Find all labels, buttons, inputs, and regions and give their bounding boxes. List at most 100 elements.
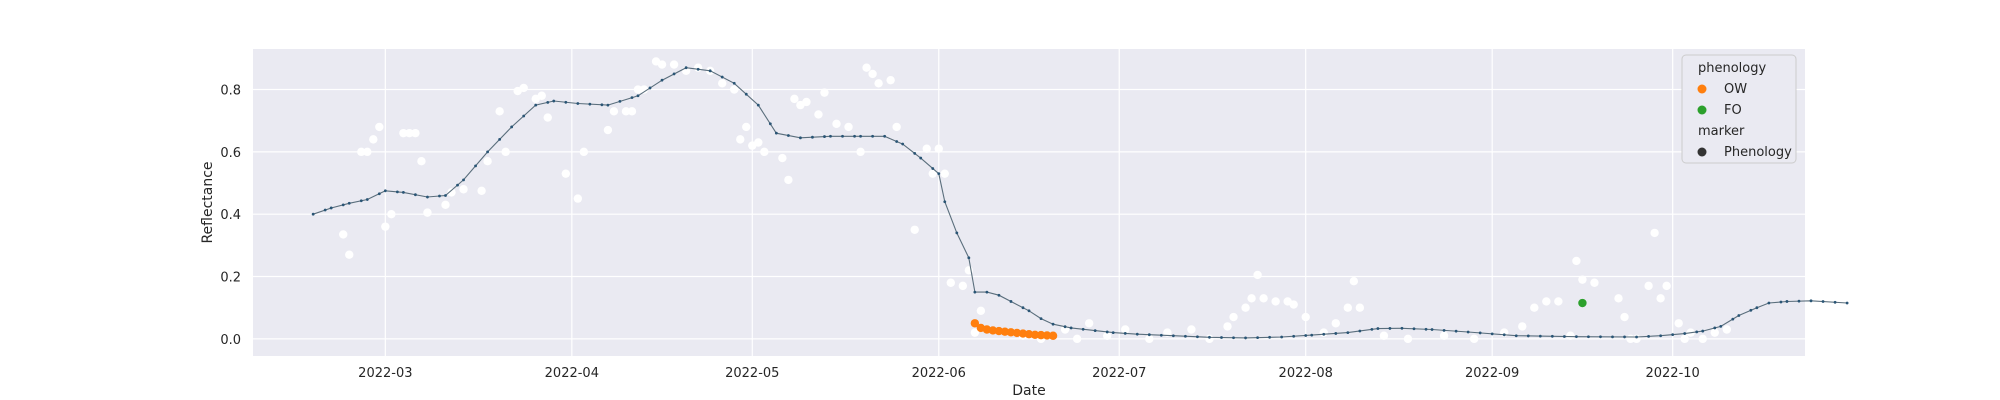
raw-observation-point: [543, 113, 552, 122]
curve-marker: [1454, 329, 1458, 333]
raw-observation-point: [1530, 303, 1539, 312]
raw-observation-point: [345, 250, 354, 259]
raw-observation-point: [1439, 331, 1449, 340]
curve-marker: [1400, 326, 1404, 330]
curve-marker: [1611, 335, 1614, 339]
raw-observation-point: [856, 147, 865, 157]
curve-marker: [1538, 334, 1542, 338]
phenology-point-ow: [1042, 331, 1052, 340]
phenology-point-ow: [1030, 330, 1040, 340]
curve-marker: [1719, 324, 1723, 328]
raw-observation-point: [784, 175, 793, 185]
curve-marker: [600, 103, 604, 107]
y-tick-label: 0.0: [220, 333, 241, 348]
curve-marker: [786, 134, 790, 137]
curve-marker: [311, 212, 315, 216]
raw-observation-point: [1698, 334, 1707, 344]
curve-marker: [552, 99, 556, 103]
legend-marker-fo: [1697, 105, 1707, 115]
curve-marker: [365, 198, 369, 201]
x-tick-label: 2022-09: [1465, 366, 1519, 381]
curve-marker: [1027, 309, 1031, 313]
curve-marker: [684, 66, 688, 70]
curve-marker: [1514, 334, 1518, 338]
curve-marker: [1767, 301, 1771, 305]
curve-marker: [1147, 333, 1151, 337]
raw-observation-point: [778, 153, 787, 163]
curve-marker: [660, 78, 664, 82]
curve-marker: [1039, 317, 1043, 320]
curve-marker: [973, 290, 977, 294]
curve-marker: [1256, 336, 1259, 340]
curve-marker: [1346, 331, 1350, 335]
raw-observation-point: [1271, 297, 1280, 306]
curve-marker: [1063, 325, 1067, 329]
y-tick-label: 0.6: [220, 146, 241, 161]
curve-marker: [811, 135, 814, 139]
raw-observation-point: [621, 107, 631, 116]
raw-observation-point: [874, 79, 883, 88]
raw-observation-point: [1614, 294, 1623, 303]
raw-observation-point: [561, 169, 571, 178]
raw-observation-point: [609, 107, 619, 116]
raw-observation-point: [1469, 334, 1479, 344]
curve-marker: [383, 189, 387, 193]
y-tick-label: 0.2: [220, 271, 241, 286]
curve-marker: [829, 134, 832, 138]
curve-marker: [474, 164, 477, 168]
raw-observation-point: [1572, 256, 1581, 266]
raw-observation-point: [519, 83, 528, 93]
curve-marker: [414, 193, 417, 197]
raw-observation-point: [411, 128, 420, 138]
raw-observation-point: [910, 225, 919, 234]
raw-observation-point: [742, 122, 751, 132]
curve-marker: [1845, 301, 1849, 305]
curve-marker: [895, 140, 899, 143]
raw-observation-point: [483, 157, 492, 166]
raw-observation-point: [1379, 331, 1389, 340]
raw-observation-point: [718, 79, 727, 88]
curve-marker: [1244, 336, 1247, 340]
raw-observation-point: [573, 194, 583, 203]
raw-observation-point: [603, 125, 613, 135]
curve-marker: [1550, 334, 1554, 338]
curve-marker: [522, 114, 526, 118]
curve-marker: [1647, 334, 1650, 338]
curve-marker: [1785, 300, 1789, 303]
raw-observation-point: [892, 122, 901, 132]
curve-marker: [1310, 333, 1314, 337]
curve-marker: [985, 290, 989, 294]
raw-observation-point: [1103, 331, 1112, 340]
raw-observation-point: [495, 107, 504, 116]
raw-observation-point: [1289, 300, 1298, 309]
raw-observation-point: [1722, 325, 1731, 334]
curve-marker: [576, 102, 580, 105]
legend-box: [1681, 54, 1797, 164]
curve-marker: [1701, 329, 1705, 333]
raw-observation-point: [862, 63, 871, 72]
curve-marker: [588, 102, 592, 106]
raw-observation-point: [441, 200, 450, 210]
raw-observation-point: [669, 60, 679, 69]
raw-observation-point: [387, 209, 396, 219]
curve-marker: [768, 122, 772, 126]
curve-marker: [329, 206, 333, 210]
curve-marker: [937, 172, 941, 176]
curve-marker: [823, 135, 826, 138]
curve-marker: [1599, 335, 1602, 339]
curve-marker: [1526, 334, 1530, 338]
raw-observation-point: [814, 110, 823, 119]
curve-marker: [1009, 300, 1013, 303]
curve-marker: [1171, 334, 1175, 338]
raw-observation-point: [934, 144, 943, 153]
curve-marker: [1081, 327, 1085, 331]
curve-marker: [1322, 332, 1326, 336]
raw-observation-point: [970, 328, 980, 337]
curve-marker: [534, 103, 538, 107]
curve-marker: [564, 100, 568, 104]
x-tick-label: 2022-08: [1279, 366, 1333, 381]
raw-observation-point: [820, 88, 829, 97]
curve-marker: [1021, 306, 1025, 310]
raw-observation-point: [886, 75, 895, 85]
